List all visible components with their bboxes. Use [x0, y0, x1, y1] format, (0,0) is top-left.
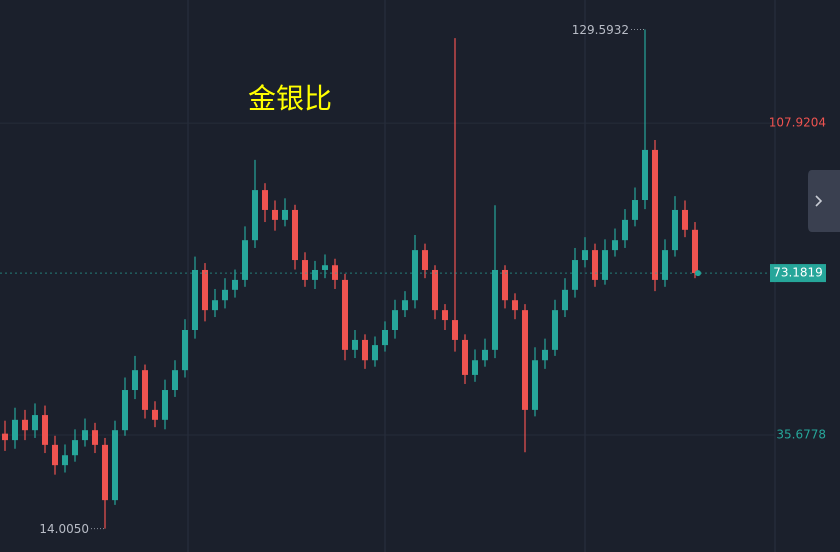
chevron-icon — [815, 195, 823, 207]
candle-body — [332, 265, 338, 280]
last-price-dot — [695, 270, 701, 277]
candle-body — [592, 250, 598, 280]
candle-body — [152, 409, 158, 420]
candle-body — [532, 360, 538, 410]
candle-body — [62, 455, 68, 466]
candle-body — [622, 219, 628, 241]
candle-body — [422, 250, 428, 270]
candle-body — [212, 300, 218, 311]
side-panel-toggle[interactable] — [808, 170, 840, 232]
candle-body — [32, 415, 38, 431]
candle-body — [252, 190, 258, 241]
candle-body — [162, 390, 168, 420]
candle-body — [72, 440, 78, 456]
candle-body — [22, 419, 28, 431]
candle-body — [512, 300, 518, 311]
candle-body — [612, 240, 618, 251]
candle-body — [182, 329, 188, 371]
candle-body — [342, 279, 348, 350]
candle-body — [402, 300, 408, 311]
candle-body — [142, 370, 148, 410]
candle-body — [132, 370, 138, 391]
candle-body — [432, 269, 438, 311]
candle-body — [522, 310, 528, 410]
candle-body — [82, 430, 88, 441]
candle-body — [222, 289, 228, 301]
plot — [0, 29, 775, 529]
candle-body — [682, 209, 688, 230]
candle-body — [242, 240, 248, 280]
last-price-badge — [770, 264, 826, 283]
y-tick-label: 35.6778 — [776, 428, 826, 442]
candle-body — [442, 310, 448, 321]
candle-body — [312, 269, 318, 280]
chart-title: 金银比 — [248, 82, 332, 115]
candle-body — [292, 209, 298, 261]
candle-body — [112, 430, 118, 501]
candle-body — [582, 250, 588, 261]
candle-body — [652, 149, 658, 280]
candle-body — [662, 250, 668, 280]
candle-body — [372, 345, 378, 361]
candle-body — [172, 370, 178, 391]
candle-body — [452, 320, 458, 340]
candle-body — [392, 310, 398, 330]
y-tick-label: 107.9204 — [769, 116, 826, 130]
candle-body — [92, 430, 98, 445]
candle-body — [502, 269, 508, 301]
candle-body — [492, 269, 498, 350]
candle-body — [352, 339, 358, 350]
candle-body — [672, 209, 678, 251]
candle-body — [322, 265, 328, 270]
candle-body — [192, 269, 198, 330]
candle-body — [262, 190, 268, 210]
candle-body — [382, 329, 388, 346]
candle-body — [562, 289, 568, 311]
candle-body — [602, 250, 608, 280]
candle-body — [102, 444, 108, 501]
candle-body — [12, 419, 18, 441]
candle-body — [412, 250, 418, 301]
candle-body — [632, 200, 638, 220]
candle-body — [642, 149, 648, 201]
last-price-label: 73.1819 — [773, 266, 823, 280]
annotation-label: 14.0050 — [39, 522, 89, 536]
candle-body — [542, 349, 548, 361]
candle-body — [52, 444, 58, 466]
candle-body — [482, 349, 488, 361]
candle-body — [462, 339, 468, 375]
candle-body — [272, 209, 278, 220]
candle-body — [122, 390, 128, 431]
candle-body — [202, 269, 208, 311]
candle-body — [572, 260, 578, 290]
candle-body — [282, 209, 288, 220]
candle-body — [552, 310, 558, 350]
candle-body — [2, 433, 8, 441]
candle-body — [472, 360, 478, 375]
candle-body — [692, 229, 698, 274]
candle-body — [232, 279, 238, 290]
candle-body — [42, 415, 48, 445]
candle-body — [362, 339, 368, 361]
annotation-label: 129.5932 — [572, 23, 629, 37]
candle-body — [302, 260, 308, 280]
